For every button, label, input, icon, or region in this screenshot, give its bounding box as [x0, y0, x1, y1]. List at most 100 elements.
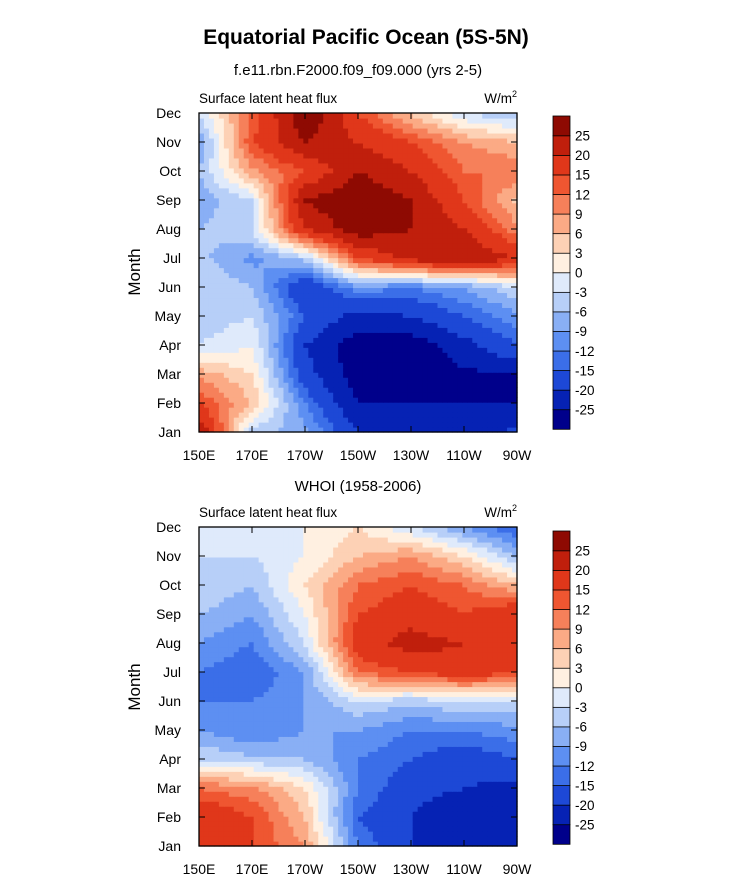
heatmap-cell	[512, 302, 518, 308]
heatmap-cell	[258, 267, 265, 274]
heatmap-cell	[422, 312, 429, 318]
heatmap-cell	[283, 187, 290, 194]
colorbar-swatch	[552, 252, 571, 274]
heatmap-cell	[502, 237, 508, 244]
heatmap-cell	[362, 132, 369, 139]
heatmap-cell	[427, 202, 434, 209]
heatmap-cell	[323, 397, 329, 403]
heatmap-cell	[367, 427, 374, 433]
heatmap-cell	[377, 816, 384, 822]
heatmap-cell	[402, 367, 409, 373]
heatmap-cell	[323, 272, 329, 279]
heatmap-cell	[387, 791, 394, 797]
heatmap-cell	[487, 267, 493, 274]
heatmap-cell	[457, 152, 463, 159]
heatmap-cell	[308, 272, 314, 279]
heatmap-cell	[497, 806, 503, 812]
heatmap-cell	[303, 357, 309, 363]
heatmap-cell	[392, 327, 399, 333]
heatmap-cell	[447, 282, 454, 289]
heatmap-cell	[199, 292, 205, 299]
heatmap-cell	[238, 242, 245, 249]
heatmap-cell	[348, 257, 354, 264]
heatmap-cell	[218, 377, 225, 383]
heatmap-cell	[467, 397, 473, 403]
heatmap-cell	[417, 113, 424, 119]
heatmap-cell	[313, 152, 319, 159]
heatmap-cell	[457, 197, 463, 204]
heatmap-cell	[263, 287, 270, 294]
heatmap-cell	[372, 427, 379, 433]
heatmap-cell	[213, 402, 220, 408]
heatmap-cell	[268, 247, 275, 254]
heatmap-cell	[308, 387, 314, 393]
heatmap-cell	[238, 237, 245, 244]
heatmap-cell	[358, 307, 364, 313]
heatmap-cell	[372, 272, 379, 279]
heatmap-cell	[333, 292, 339, 299]
heatmap-cell	[447, 252, 454, 259]
heatmap-cell	[253, 217, 260, 224]
heatmap-cell	[432, 307, 439, 313]
heatmap-cell	[263, 162, 270, 169]
heatmap-cell	[507, 247, 513, 254]
heatmap-cell	[203, 257, 210, 264]
heatmap-cell	[233, 816, 240, 822]
heatmap-cell	[328, 841, 334, 847]
heatmap-cell	[372, 252, 379, 259]
heatmap-cell	[377, 402, 384, 408]
heatmap-cell	[333, 117, 339, 124]
heatmap-cell	[288, 113, 295, 119]
heatmap-cell	[482, 137, 488, 144]
heatmap-cell	[367, 382, 374, 388]
heatmap-cell	[318, 397, 324, 403]
heatmap-cell	[382, 167, 389, 174]
heatmap-cell	[273, 377, 280, 383]
heatmap-cell	[338, 801, 344, 807]
heatmap-cell	[452, 182, 458, 189]
heatmap-cell	[392, 212, 399, 219]
heatmap-cell	[208, 252, 215, 259]
heatmap-cell	[328, 382, 334, 388]
heatmap-cell	[482, 332, 488, 338]
heatmap-cell	[432, 127, 439, 134]
heatmap-cell	[258, 377, 265, 383]
heatmap-cell	[348, 327, 354, 333]
heatmap-cell	[382, 162, 389, 169]
heatmap-cell	[442, 142, 449, 149]
heatmap-cell	[213, 187, 220, 194]
heatmap-cell	[248, 257, 255, 264]
heatmap-cell	[387, 142, 394, 149]
heatmap-cell	[303, 287, 309, 294]
heatmap-cell	[313, 332, 319, 338]
heatmap-cell	[377, 147, 384, 154]
heatmap-cell	[487, 317, 493, 323]
heatmap-cell	[367, 387, 374, 393]
heatmap-cell	[427, 836, 434, 842]
heatmap-cell	[477, 831, 483, 837]
heatmap-cell	[472, 127, 478, 134]
heatmap-cell	[228, 806, 235, 812]
heatmap-cell	[303, 237, 309, 244]
heatmap-cell	[358, 342, 364, 348]
heatmap-cell	[452, 157, 458, 164]
heatmap-cell	[348, 282, 354, 289]
heatmap-cell	[457, 267, 463, 274]
heatmap-cell	[422, 122, 429, 129]
heatmap-cell	[492, 357, 498, 363]
heatmap-cell	[258, 187, 265, 194]
heatmap-cell	[293, 377, 299, 383]
heatmap-cell	[457, 167, 463, 174]
heatmap-cell	[397, 167, 404, 174]
heatmap-cell	[367, 113, 374, 119]
heatmap-cell	[218, 282, 225, 289]
heatmap-cell	[203, 826, 210, 832]
heatmap-cell	[447, 332, 454, 338]
heatmap-cell	[417, 197, 424, 204]
heatmap-cell	[208, 132, 215, 139]
heatmap-cell	[283, 367, 290, 373]
heatmap-cell	[482, 242, 488, 249]
heatmap-cell	[507, 202, 513, 209]
heatmap-cell	[199, 182, 205, 189]
heatmap-cell	[268, 232, 275, 239]
